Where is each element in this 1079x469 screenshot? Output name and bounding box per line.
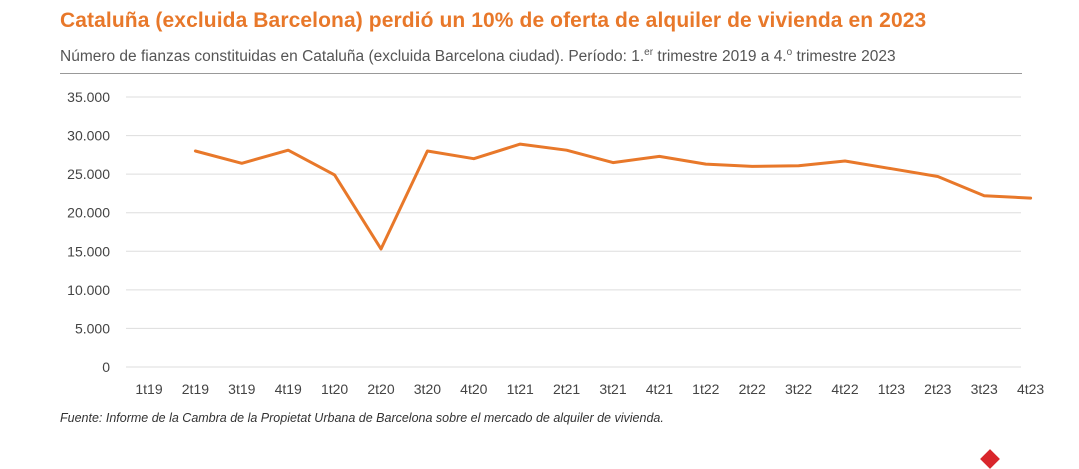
y-tick-label: 10.000 bbox=[67, 282, 110, 298]
y-tick-label: 5.000 bbox=[75, 320, 110, 336]
x-tick-label: 4t20 bbox=[460, 381, 487, 397]
x-tick-label: 3t20 bbox=[414, 381, 441, 397]
y-tick-label: 20.000 bbox=[67, 205, 110, 221]
subtitle-superscript: o bbox=[786, 47, 793, 58]
x-tick-label: 4t21 bbox=[646, 381, 673, 397]
source-note: Fuente: Informe de la Cambra de la Propi… bbox=[60, 411, 664, 425]
x-tick-label: 3t22 bbox=[785, 381, 812, 397]
x-tick-label: 2t21 bbox=[553, 381, 580, 397]
x-tick-label: 3t23 bbox=[971, 381, 998, 397]
series-line bbox=[193, 142, 1033, 251]
subtitle-part: trimestre 2019 a 4. bbox=[653, 48, 787, 65]
x-tick-label: 2t23 bbox=[924, 381, 951, 397]
y-tick-label: 15.000 bbox=[67, 243, 110, 259]
x-tick-label: 4t19 bbox=[275, 381, 302, 397]
subtitle-superscript: er bbox=[644, 47, 654, 58]
x-tick-label: 1t19 bbox=[135, 381, 162, 397]
chart-subtitle: Número de fianzas constituidas en Catalu… bbox=[60, 47, 896, 66]
y-tick-label: 25.000 bbox=[67, 166, 110, 182]
chart-title: Cataluña (excluida Barcelona) perdió un … bbox=[60, 9, 927, 32]
subtitle-part: Número de fianzas constituidas en Catalu… bbox=[60, 48, 645, 65]
x-tick-label: 2t22 bbox=[739, 381, 766, 397]
x-tick-label: 1t22 bbox=[692, 381, 719, 397]
y-tick-label: 35.000 bbox=[67, 89, 110, 105]
x-tick-label: 1t23 bbox=[878, 381, 905, 397]
x-tick-label: 3t21 bbox=[599, 381, 626, 397]
x-tick-label: 3t19 bbox=[228, 381, 255, 397]
x-tick-label: 4t22 bbox=[831, 381, 858, 397]
x-tick-label: 1t21 bbox=[507, 381, 534, 397]
y-tick-label: 0 bbox=[102, 359, 110, 375]
x-tick-label: 4t23 bbox=[1017, 381, 1044, 397]
title-divider bbox=[60, 73, 1022, 74]
y-tick-label: 30.000 bbox=[67, 128, 110, 144]
x-tick-label: 1t20 bbox=[321, 381, 348, 397]
x-tick-label: 2t20 bbox=[367, 381, 394, 397]
x-tick-label: 2t19 bbox=[182, 381, 209, 397]
subtitle-part: trimestre 2023 bbox=[792, 48, 896, 65]
